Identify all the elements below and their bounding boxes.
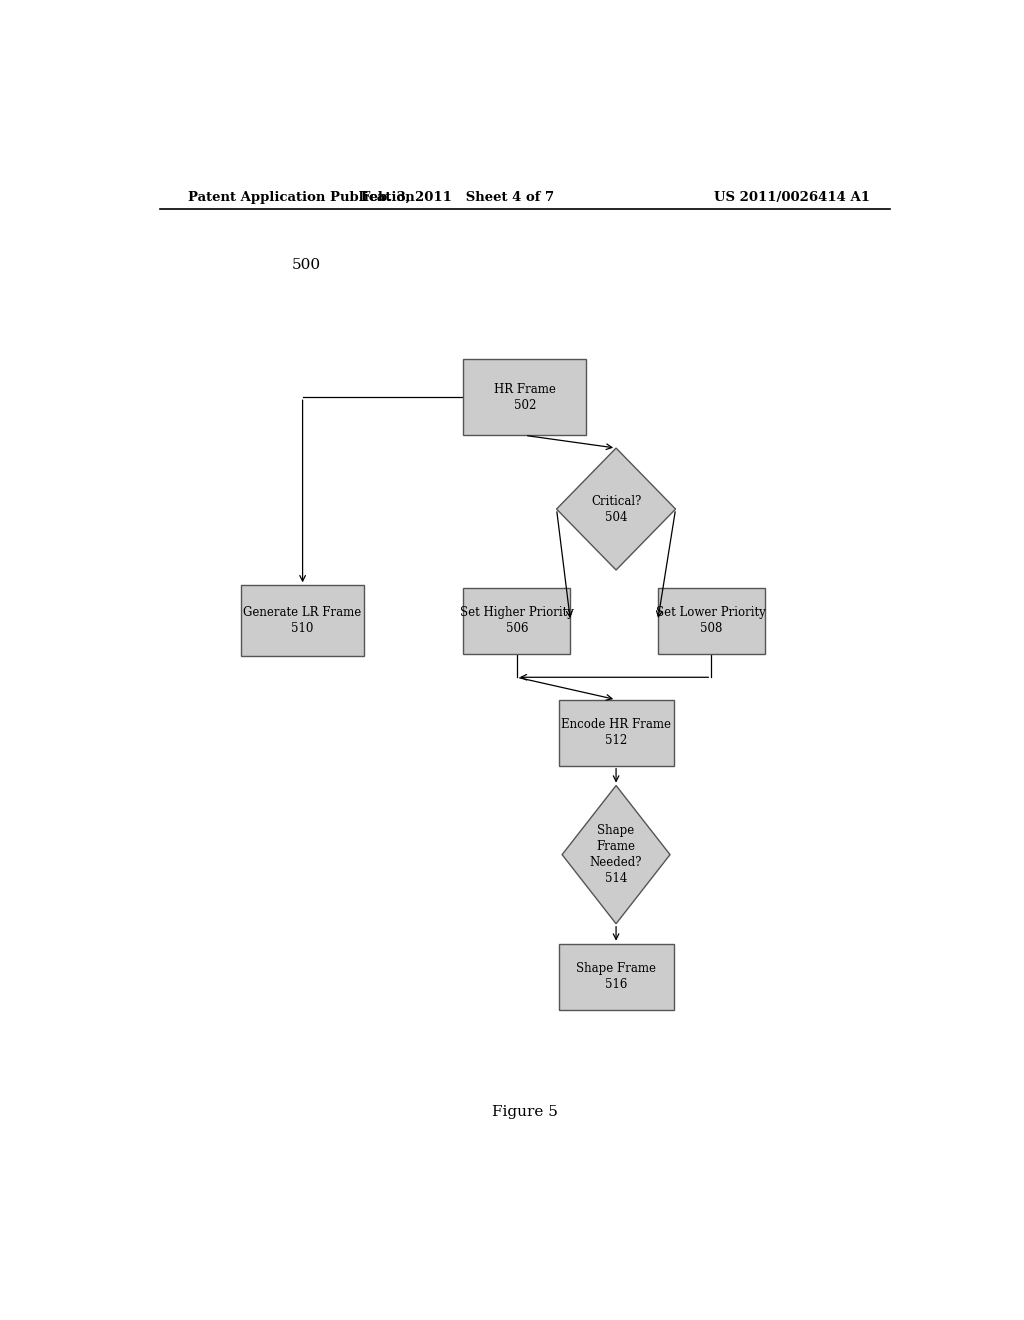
Text: Feb. 3, 2011   Sheet 4 of 7: Feb. 3, 2011 Sheet 4 of 7 [360, 190, 554, 203]
Polygon shape [562, 785, 670, 924]
Text: Figure 5: Figure 5 [492, 1105, 558, 1119]
Bar [463, 359, 587, 436]
Bar [463, 587, 570, 653]
Text: Generate LR Frame
510: Generate LR Frame 510 [244, 606, 361, 635]
Text: Shape Frame
516: Shape Frame 516 [577, 962, 656, 991]
Bar [657, 587, 765, 653]
Bar [241, 585, 365, 656]
Text: Set Higher Priority
506: Set Higher Priority 506 [460, 606, 573, 635]
Bar [558, 700, 674, 766]
Polygon shape [557, 447, 676, 570]
Text: Set Lower Priority
508: Set Lower Priority 508 [656, 606, 766, 635]
Text: Patent Application Publication: Patent Application Publication [187, 190, 415, 203]
Text: Shape
Frame
Needed?
514: Shape Frame Needed? 514 [590, 824, 642, 886]
Text: US 2011/0026414 A1: US 2011/0026414 A1 [714, 190, 870, 203]
Text: HR Frame
502: HR Frame 502 [494, 383, 556, 412]
Text: Critical?
504: Critical? 504 [591, 495, 641, 524]
Text: 500: 500 [292, 259, 322, 272]
Bar [558, 944, 674, 1010]
Text: Encode HR Frame
512: Encode HR Frame 512 [561, 718, 671, 747]
